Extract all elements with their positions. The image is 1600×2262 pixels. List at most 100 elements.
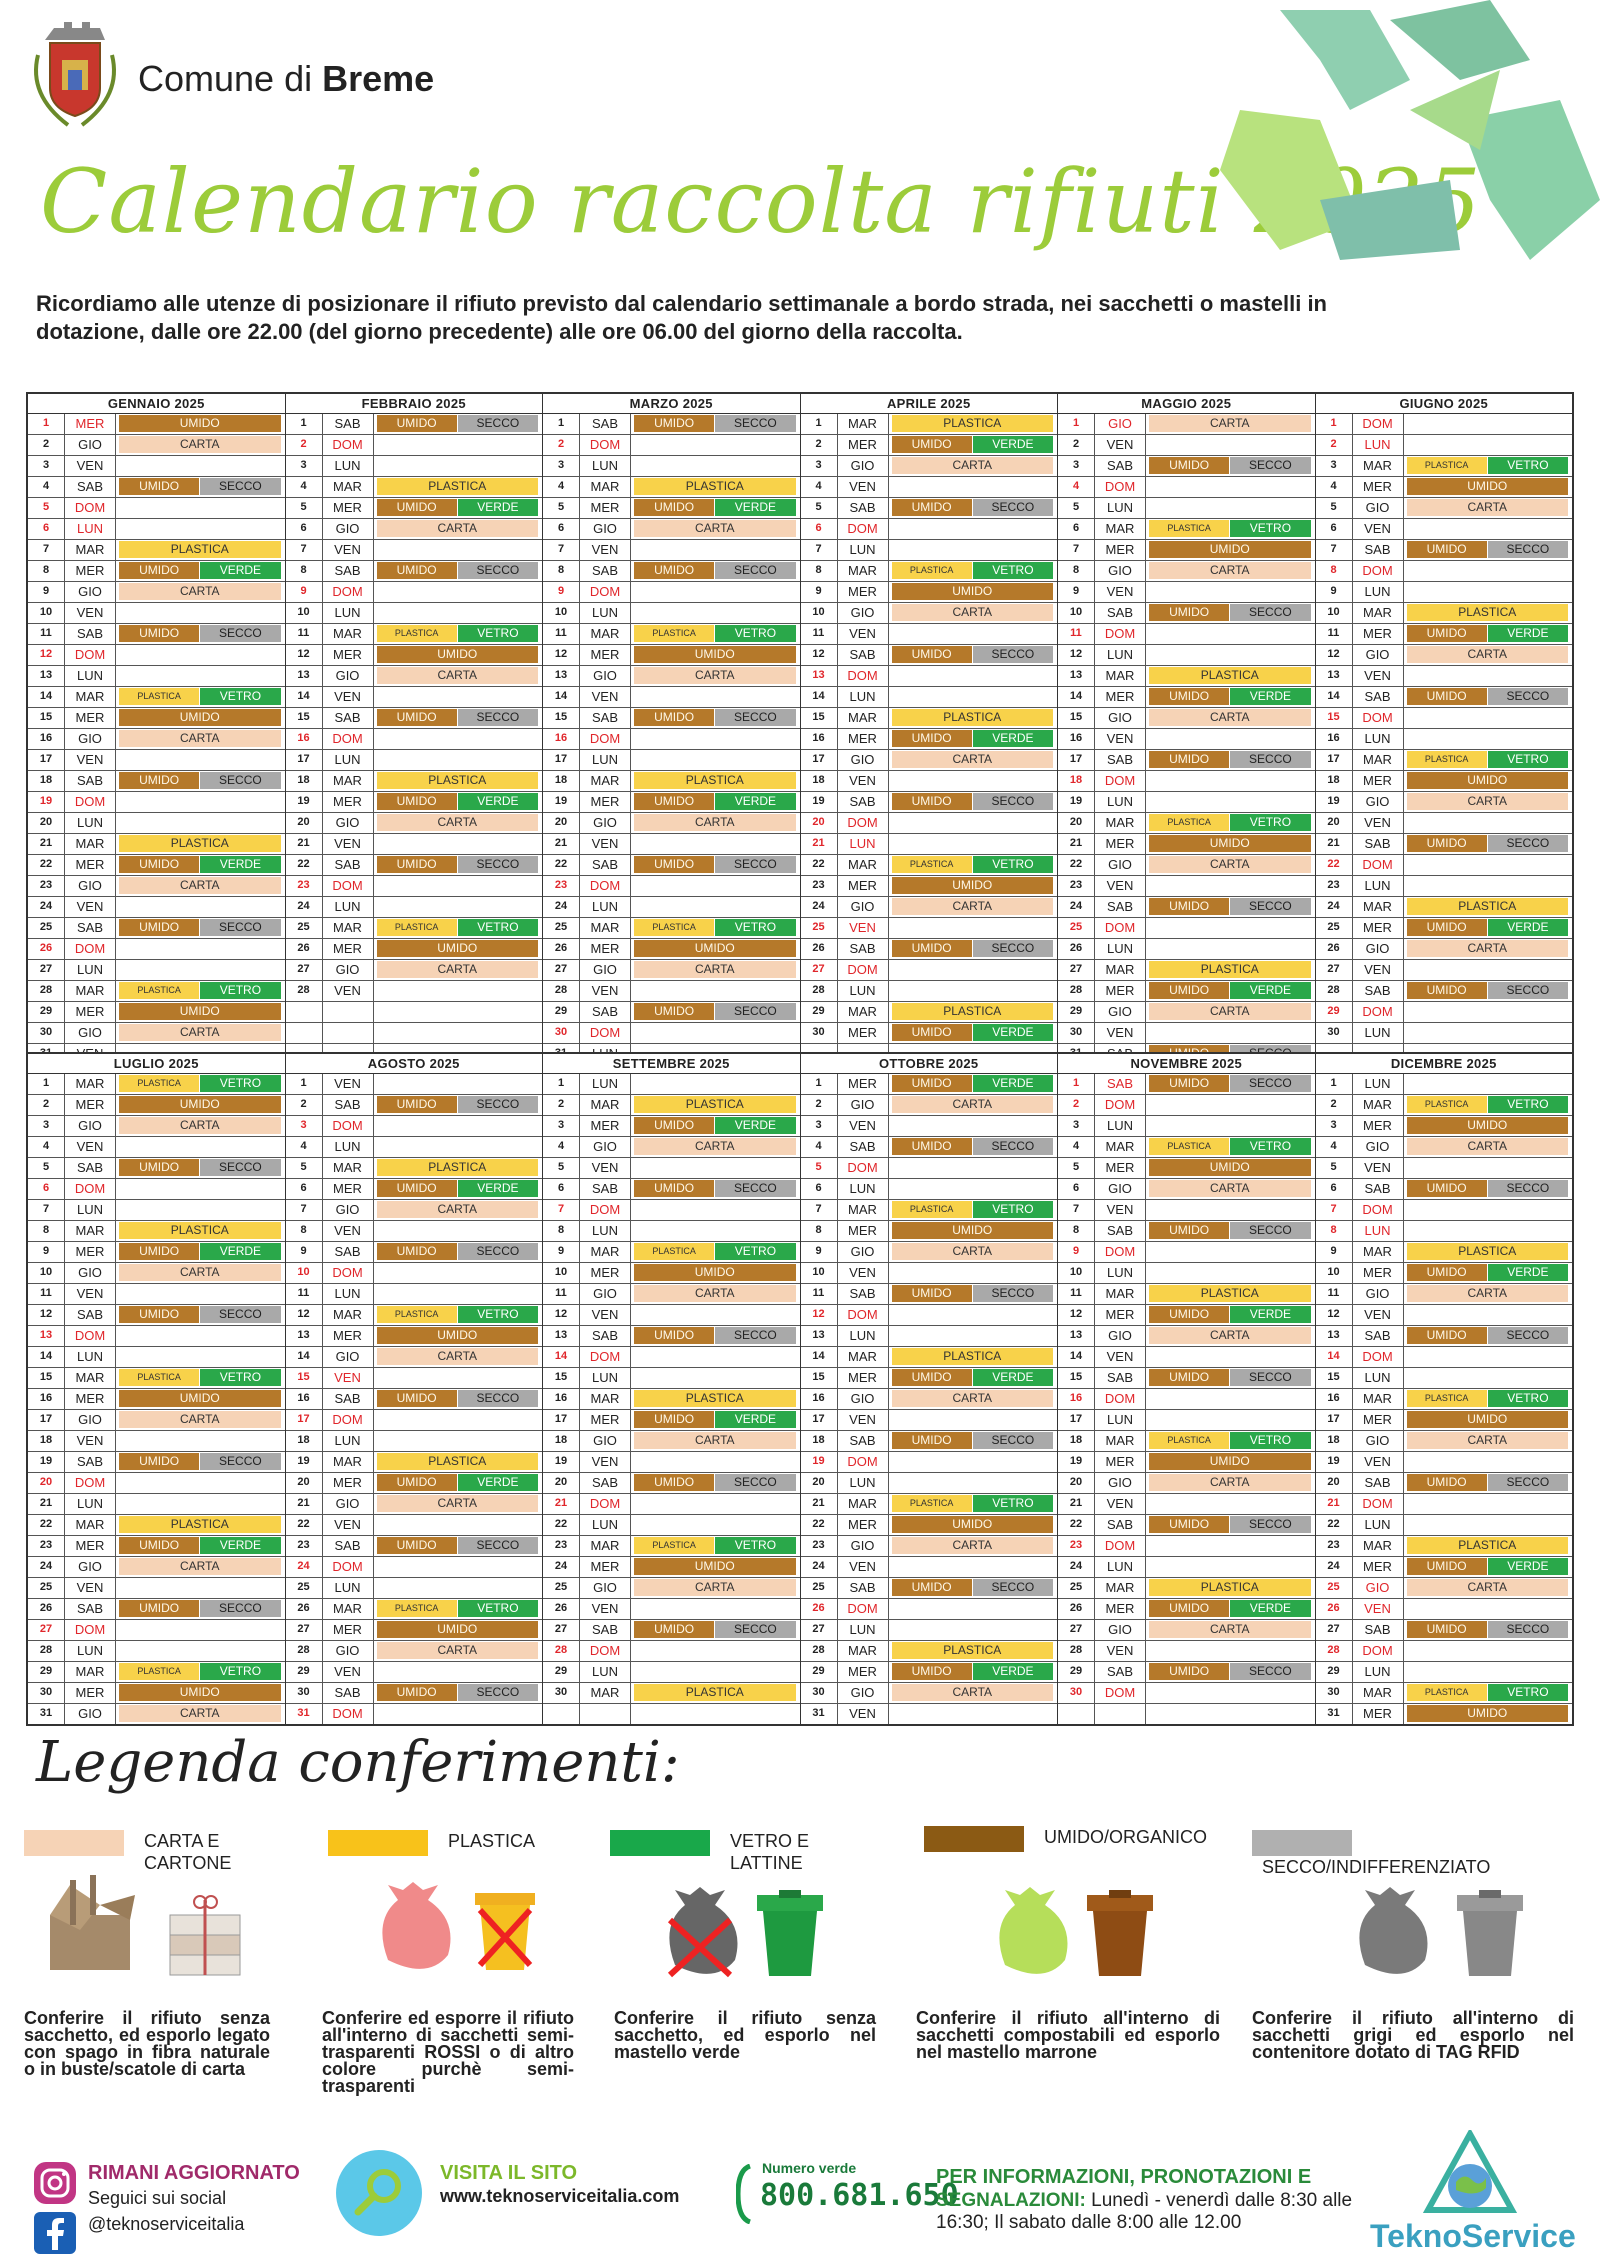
weekday: VEN — [838, 624, 889, 644]
collection-cell — [889, 666, 1058, 686]
weekday: SAB — [1095, 897, 1146, 917]
month-column: NOVEMBRE 2025 1 SAB UMIDO SECCO 2 DOM 3 LUN 4 MAR P… — [1058, 1054, 1316, 1724]
day-number: 10 — [286, 1263, 323, 1283]
waste-type-umido: UMIDO — [119, 1306, 200, 1323]
day-number: 8 — [801, 561, 838, 581]
day-number: 5 — [801, 498, 838, 518]
waste-type-carta: CARTA — [1149, 1327, 1311, 1344]
waste-type-carta: CARTA — [119, 1117, 281, 1134]
day-number: 12 — [543, 645, 580, 665]
weekday: MER — [838, 1515, 889, 1535]
weekday: VEN — [580, 834, 631, 854]
day-row: 26 DOM — [800, 1599, 1057, 1620]
waste-type-carta: CARTA — [1406, 646, 1568, 663]
day-row: 27 DOM — [800, 960, 1057, 981]
collection-cell — [1404, 1599, 1573, 1619]
waste-type-verde: VERDE — [1487, 1264, 1568, 1281]
waste-type-secco: SECCO — [1230, 1222, 1311, 1239]
waste-type-umido: UMIDO — [634, 1411, 715, 1428]
day-number: 6 — [1058, 1179, 1095, 1199]
day-number: 6 — [28, 1179, 65, 1199]
day-row: 27 MER UMIDO — [285, 1620, 542, 1641]
collection-cell — [889, 1620, 1058, 1640]
day-row: 18 SAB UMIDO SECCO — [800, 1431, 1057, 1452]
day-row: 29 DOM — [1315, 1002, 1572, 1023]
day-number: 7 — [28, 540, 65, 560]
day-number: 10 — [28, 1263, 65, 1283]
weekday: VEN — [580, 540, 631, 560]
weekday: MER — [323, 1620, 374, 1640]
collection-cell: CARTA — [889, 1242, 1058, 1262]
facebook-icon[interactable] — [32, 2210, 78, 2256]
day-number: 23 — [1058, 1536, 1095, 1556]
waste-type-umido: UMIDO — [1406, 835, 1487, 852]
weekday: GIO — [1095, 1002, 1146, 1022]
day-number: 7 — [543, 540, 580, 560]
weekday: GIO — [1095, 1179, 1146, 1199]
waste-type-secco: SECCO — [1487, 688, 1568, 705]
weekday: DOM — [1353, 708, 1404, 728]
numero-verde[interactable]: 800.681.650 — [760, 2178, 959, 2213]
weekday: GIO — [1353, 1431, 1404, 1451]
collection-cell: CARTA — [1146, 708, 1315, 728]
day-number: 8 — [28, 561, 65, 581]
weekday: MAR — [1353, 1536, 1404, 1556]
weekday: DOM — [1353, 855, 1404, 875]
day-row: 15 MER UMIDO VERDE — [800, 1368, 1057, 1389]
weekday: LUN — [580, 750, 631, 770]
weekday: SAB — [65, 624, 116, 644]
day-number: 29 — [28, 1002, 65, 1022]
day-number: 23 — [801, 1536, 838, 1556]
calendar-first-half: GENNAIO 2025 1 MER UMIDO 2 GIO CARTA 3 VEN 4 SAB UM… — [26, 392, 1574, 1066]
weekday: MER — [323, 645, 374, 665]
day-number: 26 — [543, 1599, 580, 1619]
waste-type-umido: UMIDO — [1406, 1117, 1568, 1134]
weekday: SAB — [838, 498, 889, 518]
day-row: 18 DOM — [1058, 771, 1315, 792]
day-number: 8 — [286, 1221, 323, 1241]
day-number: 29 — [286, 1662, 323, 1682]
waste-type-secco: SECCO — [200, 1600, 281, 1617]
day-number: 22 — [1316, 1515, 1353, 1535]
day-row: 23 VEN — [1058, 876, 1315, 897]
day-row: 22 SAB UMIDO SECCO — [1058, 1515, 1315, 1536]
day-number: 22 — [28, 1515, 65, 1535]
day-number: 8 — [1316, 1221, 1353, 1241]
collection-cell — [116, 897, 285, 917]
waste-type-umido: UMIDO — [119, 772, 200, 789]
day-row: 31 MER UMIDO — [1316, 1704, 1573, 1724]
day-number: 6 — [1058, 519, 1095, 539]
day-row: 2 LUN — [1315, 435, 1572, 456]
collection-cell: CARTA — [889, 1389, 1058, 1409]
collection-cell — [889, 1410, 1058, 1430]
day-number: 24 — [543, 1557, 580, 1577]
day-row: 1 SAB UMIDO SECCO — [1058, 1074, 1315, 1095]
site-url[interactable]: www.teknoserviceitalia.com — [440, 2186, 680, 2206]
day-row: 4 SAB UMIDO SECCO — [800, 1137, 1057, 1158]
collection-cell: UMIDO — [1146, 834, 1315, 854]
municipal-crest-icon — [34, 22, 116, 127]
waste-type-umido: UMIDO — [119, 478, 200, 495]
day-number: 18 — [1058, 771, 1095, 791]
day-number: 16 — [28, 1389, 65, 1409]
secco-swatch — [1252, 1830, 1352, 1856]
instagram-icon[interactable] — [32, 2160, 78, 2206]
social-handle[interactable]: @teknoserviceitalia — [88, 2214, 245, 2234]
day-row: 7 VEN — [285, 540, 542, 561]
day-row: 14 SAB UMIDO SECCO — [1315, 687, 1572, 708]
intro-text: Ricordiamo alle utenze di posizionare il… — [36, 291, 1327, 344]
day-row: 13 LUN — [800, 1326, 1057, 1347]
waste-type-plastica: PLASTICA — [891, 415, 1053, 432]
waste-type-verde: VERDE — [457, 499, 538, 516]
day-number: 26 — [286, 939, 323, 959]
day-number: 30 — [1058, 1683, 1095, 1703]
day-number: 10 — [801, 603, 838, 623]
waste-type-secco: SECCO — [1230, 1369, 1311, 1386]
day-row: 22 LUN — [543, 1515, 800, 1536]
day-number: 9 — [1058, 1242, 1095, 1262]
waste-type-secco: SECCO — [200, 1453, 281, 1470]
day-row: 24 VEN — [28, 897, 285, 918]
